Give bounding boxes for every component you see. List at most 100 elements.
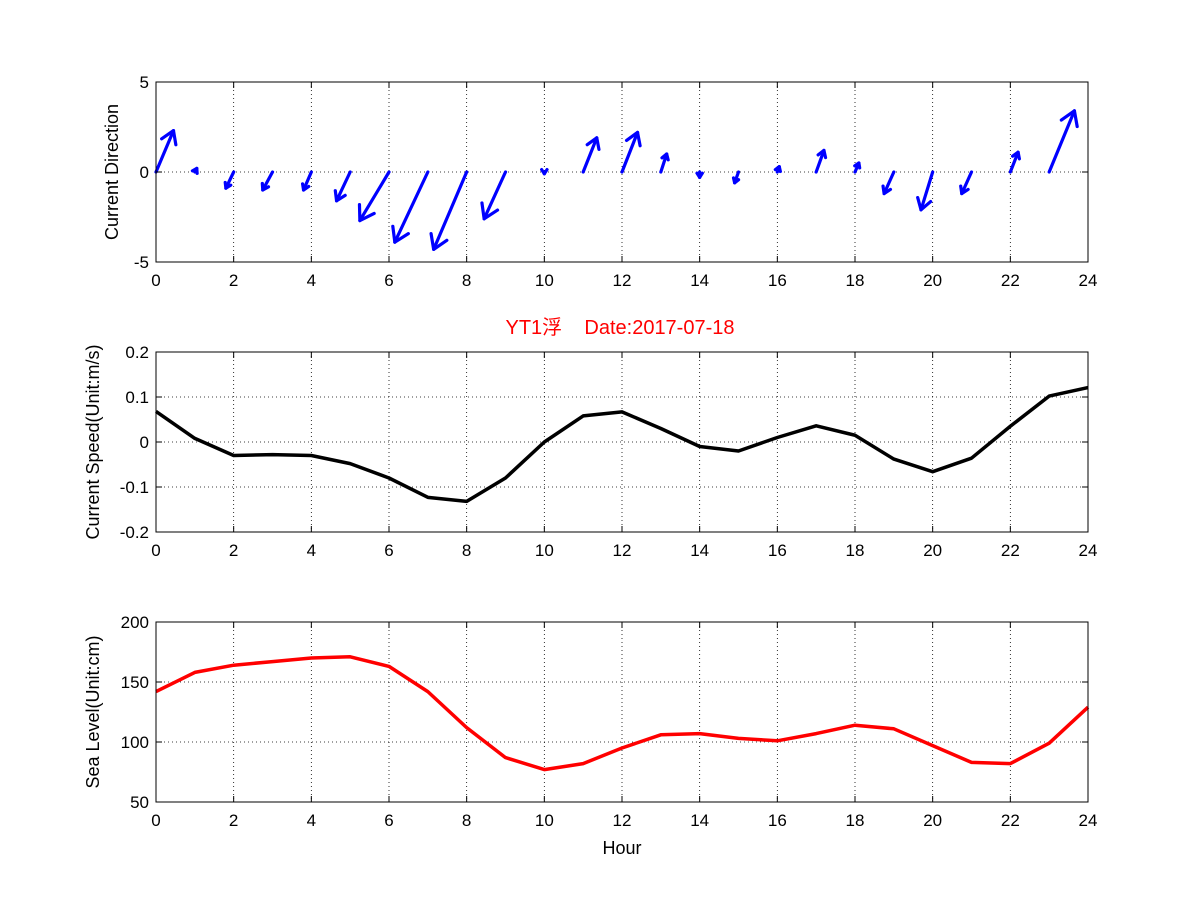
x-tick-label: 10 (535, 271, 554, 290)
arrow-shaft (960, 170, 974, 196)
arrow-head (959, 184, 970, 196)
grid (156, 622, 1088, 802)
arrow-head (1011, 150, 1021, 161)
quiver-arrow (540, 167, 549, 176)
series-line (155, 385, 1089, 504)
quiver-arrow (357, 170, 391, 223)
arrow-head (916, 195, 933, 212)
arrow-shaft (358, 170, 391, 223)
quiver-arrow (916, 170, 935, 212)
arrow-shaft (224, 170, 236, 190)
arrow-head (853, 161, 862, 170)
x-tick-label: 6 (384, 271, 393, 290)
x-tick-label: 6 (384, 811, 393, 830)
quiver-arrow (223, 170, 236, 190)
x-tick-label: 12 (613, 811, 632, 830)
arrow-shaft (814, 148, 826, 174)
arrow-head (624, 130, 642, 148)
x-tick-label: 16 (768, 541, 787, 560)
arrow-shaft (919, 170, 935, 212)
arrow-head (160, 129, 178, 147)
y-tick-label: 0 (140, 433, 149, 452)
x-tick-label: 12 (613, 271, 632, 290)
arrow-head (190, 166, 199, 175)
y-tick-label: 150 (121, 673, 149, 692)
x-tick-label: 2 (229, 541, 238, 560)
ticks: 0 2 4 6 8 10 12 14 16 18 20 22 24-0.2-0.100.10.2 (120, 343, 1098, 560)
y-tick-label: -5 (134, 253, 149, 272)
quiver-arrow (814, 148, 828, 174)
x-tick-label: 4 (307, 811, 316, 830)
quiver-arrow (333, 170, 352, 203)
x-tick-label: 14 (690, 541, 709, 560)
current-speed-panel: 0 2 4 6 8 10 12 14 16 18 20 22 24-0.2-0.100.10.2Curr… (83, 316, 1097, 560)
x-tick-label: 18 (846, 541, 865, 560)
arrow-shaft (432, 170, 469, 251)
x-tick-label: 24 (1079, 811, 1098, 830)
y-tick-label: 5 (140, 73, 149, 92)
ticks: 0 2 4 6 8 10 12 14 16 18 20 22 24-505 (134, 73, 1098, 290)
plot-area (154, 109, 1079, 251)
x-tick-label: 8 (462, 811, 471, 830)
arrow-head (223, 180, 233, 190)
x-tick-label: 2 (229, 811, 238, 830)
arrow-head (540, 167, 549, 176)
arrow-shaft (393, 170, 430, 244)
plot-area (155, 655, 1090, 772)
quiver-arrow (695, 170, 704, 179)
y-tick-label: 50 (130, 793, 149, 812)
arrow-head (773, 165, 782, 174)
y-tick-label: 200 (121, 613, 149, 632)
y-axis-label: Sea Level(Unit:cm) (83, 635, 103, 788)
quiver-arrow (773, 165, 782, 174)
x-tick-label: 6 (384, 541, 393, 560)
quiver-arrow (480, 170, 508, 221)
arrow-shaft (659, 152, 669, 174)
arrow-head (357, 203, 376, 223)
y-tick-label: 100 (121, 733, 149, 752)
y-tick-label: -0.2 (120, 523, 149, 542)
arrow-head (260, 181, 271, 192)
arrow-head (300, 182, 311, 192)
y-tick-label: 0.1 (125, 388, 149, 407)
quiver-arrow (429, 170, 469, 251)
x-tick-label: 24 (1079, 271, 1098, 290)
y-tick-label: 0 (140, 163, 149, 182)
quiver-arrow (154, 129, 178, 174)
quiver-arrow (1047, 109, 1079, 174)
arrow-shaft (882, 170, 896, 196)
series-line (155, 655, 1090, 772)
y-tick-label: 0.2 (125, 343, 149, 362)
x-tick-label: 14 (690, 811, 709, 830)
x-tick-label: 12 (613, 541, 632, 560)
quiver-arrow (391, 170, 430, 244)
arrow-head (585, 136, 601, 151)
x-tick-label: 0 (151, 541, 160, 560)
quiver-arrow (853, 161, 862, 174)
arrow-shaft (581, 136, 599, 174)
x-tick-label: 10 (535, 541, 554, 560)
arrow-head (660, 152, 670, 162)
arrow-shaft (1008, 150, 1020, 174)
x-tick-label: 4 (307, 541, 316, 560)
arrow-shaft (482, 170, 508, 221)
x-tick-label: 22 (1001, 541, 1020, 560)
quiver-arrow (620, 130, 642, 174)
plot-area (155, 385, 1089, 504)
x-axis-label: Hour (602, 838, 641, 858)
x-tick-label: 8 (462, 541, 471, 560)
arrow-head (480, 201, 500, 221)
arrow-head (429, 232, 449, 251)
x-tick-label: 24 (1079, 541, 1098, 560)
arrow-head (391, 224, 410, 244)
arrow-shaft (334, 170, 352, 203)
quiver-arrow (300, 170, 313, 192)
y-axis-label: Current Speed(Unit:m/s) (83, 344, 103, 539)
arrow-head (816, 148, 828, 160)
arrow-head (1059, 109, 1079, 129)
x-tick-label: 4 (307, 271, 316, 290)
